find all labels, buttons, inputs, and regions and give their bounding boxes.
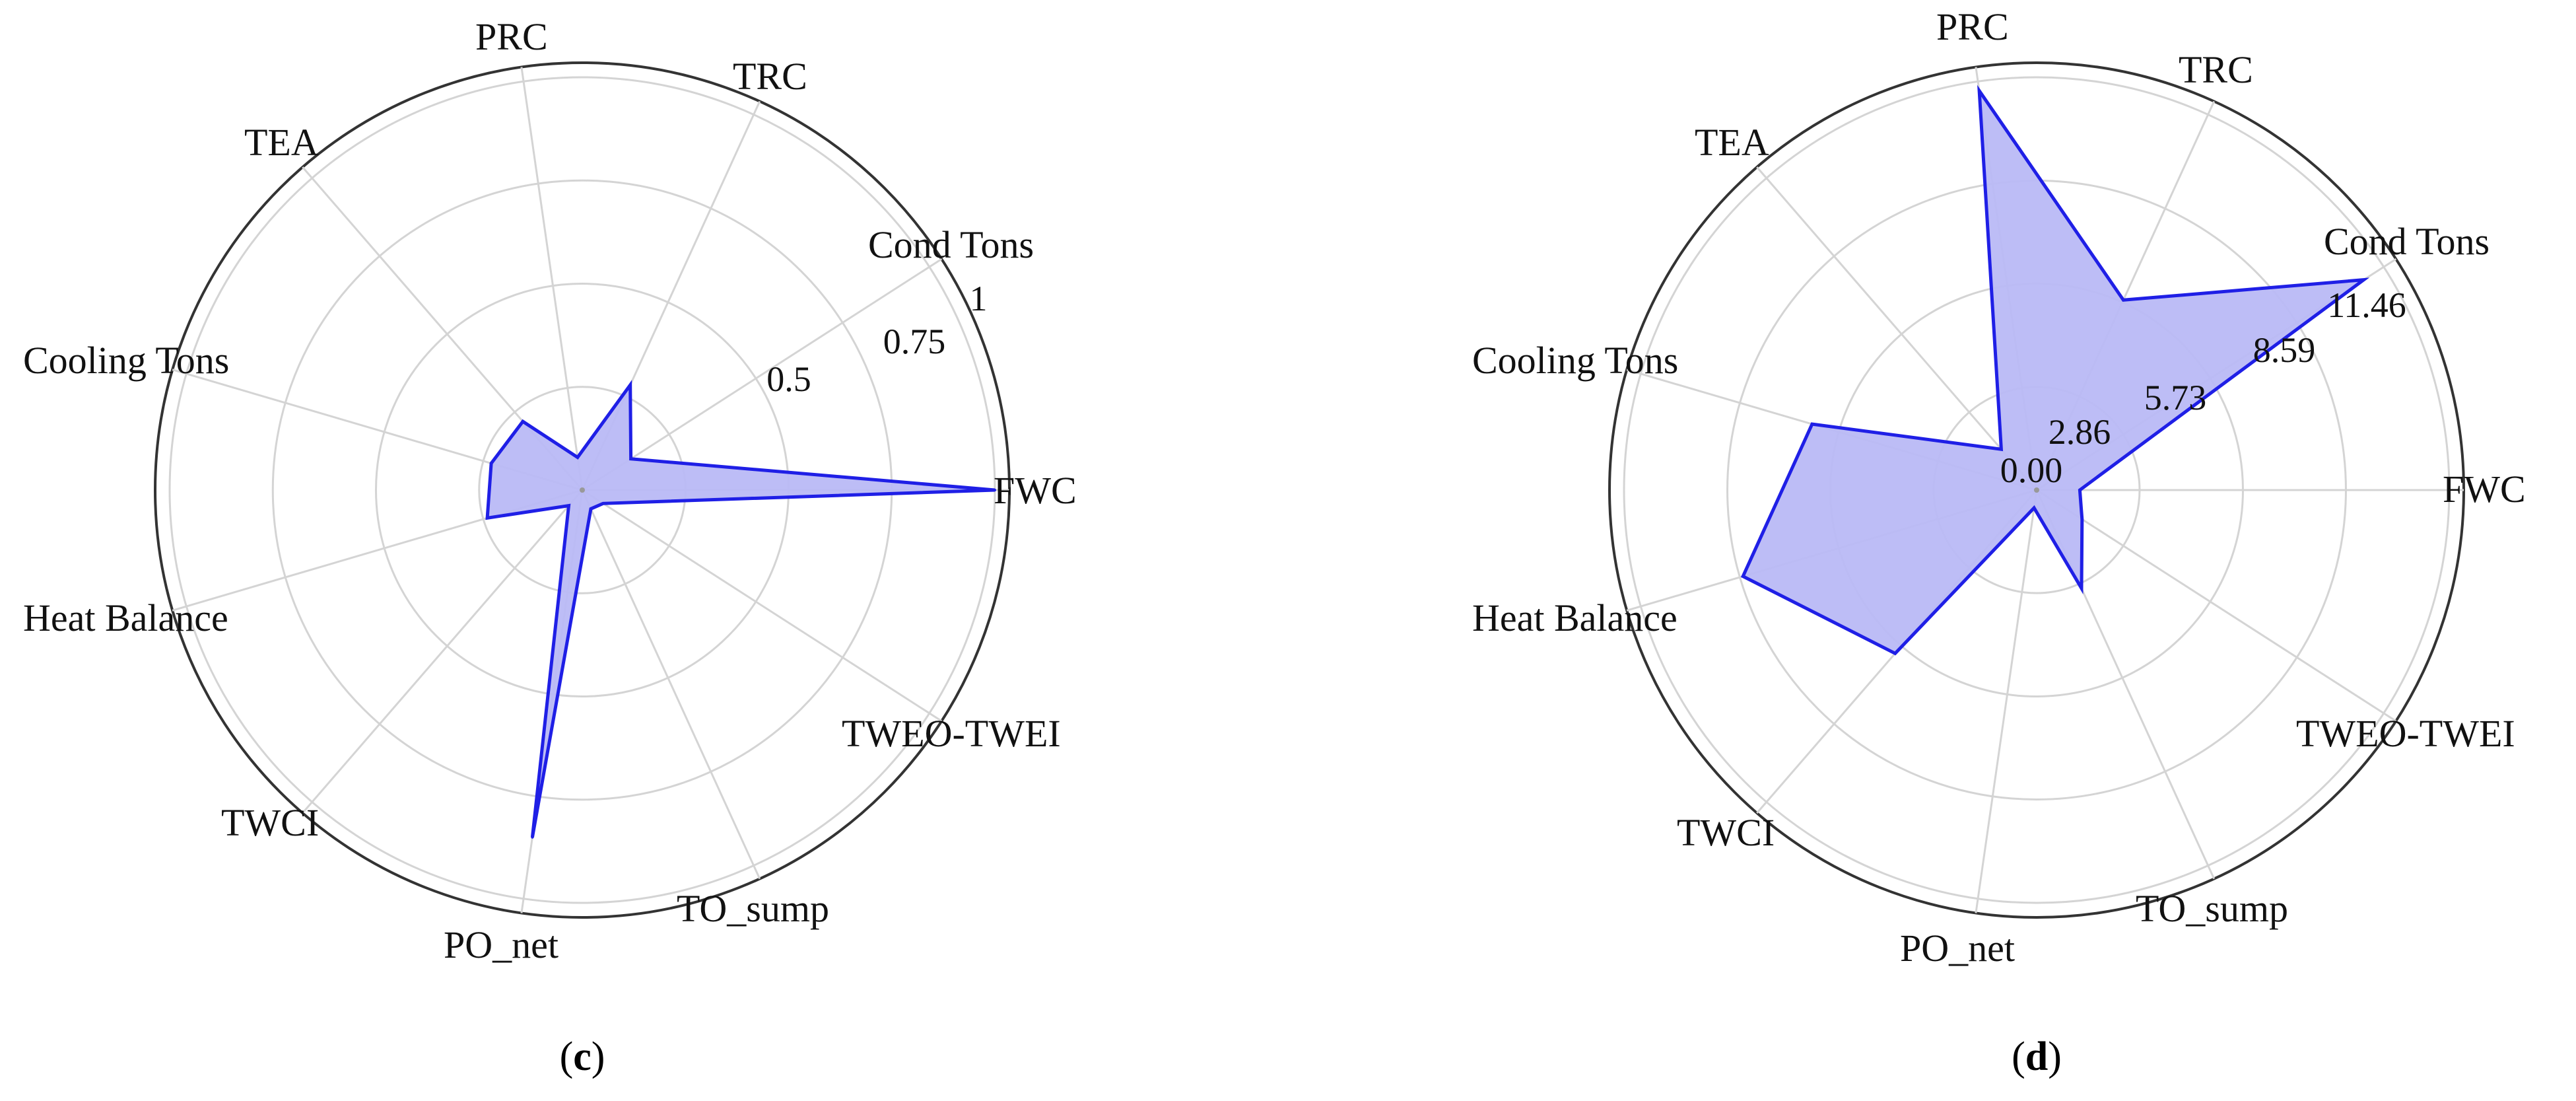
spoke-tweo-twei [2036, 489, 2397, 723]
axis-label-tweo-twei: TWEO-TWEI [2296, 712, 2515, 755]
spoke-to-sump [581, 489, 761, 880]
radar-chart-c: 0.5 0.75 1 FWC Cond Tons TRC PRC TEA Cooling Ton… [23, 15, 1077, 1079]
axis-label-prc: PRC [475, 15, 548, 58]
data-point-fwc [2078, 489, 2082, 491]
axis-label-po-net: PO_net [1900, 927, 2015, 970]
axis-label-cooling-tons: Cooling Tons [1472, 339, 1678, 382]
data-point-tea [522, 420, 524, 423]
data-point-twci [567, 504, 570, 507]
data-point-po-net [2033, 507, 2036, 509]
center-point [2034, 487, 2039, 493]
data-point-tweo-twei [2080, 518, 2084, 521]
r-tick-label: 1 [970, 279, 988, 318]
data-point-cooling-tons [490, 462, 493, 465]
axis-label-cond-tons: Cond Tons [868, 223, 1034, 266]
data-point-fwc [994, 489, 996, 491]
axis-label-heat-balance: Heat Balance [23, 596, 228, 639]
r-tick-label: 11.46 [2327, 285, 2406, 325]
radar-chart-d: 0.002.86 5.73 8.59 11.46 FWC Cond Tons TRC PRC T… [1472, 5, 2526, 1079]
r-tick-label: 0.5 [766, 359, 811, 399]
data-point-tweo-twei [601, 502, 605, 505]
r-tick-label: 5.73 [2144, 378, 2207, 417]
center-point [580, 487, 585, 493]
data-point-po-net [531, 835, 534, 839]
axis-label-cond-tons: Cond Tons [2324, 220, 2490, 263]
r-tick-label: 0.75 [883, 322, 946, 361]
axis-label-po-net: PO_net [444, 923, 559, 966]
axis-label-twci: TWCI [1677, 811, 1775, 854]
series-area [1740, 85, 2370, 656]
axis-label-fwc: FWC [994, 469, 1077, 512]
data-point-heat-balance [486, 516, 489, 520]
data-point-heat-balance [1742, 575, 1745, 578]
data-point-trc [2122, 299, 2125, 302]
axis-label-heat-balance: Heat Balance [1472, 596, 1678, 639]
spoke-tweo-twei [582, 489, 943, 723]
axis-label-to-sump: TO_sump [677, 887, 829, 930]
data-point-to-sump [590, 507, 592, 511]
axis-label-prc: PRC [1936, 5, 2009, 48]
panel-label: (c) [560, 1034, 605, 1079]
data-point-prc [1978, 89, 1981, 92]
r-tick-label: 2.86 [2049, 412, 2111, 452]
axis-label-trc: TRC [2179, 48, 2253, 91]
axis-label-fwc: FWC [2443, 468, 2526, 511]
data-point-cooling-tons [1810, 423, 1813, 426]
data-point-twci [1893, 652, 1897, 655]
r-tick-label: 8.59 [2253, 330, 2316, 370]
spoke-prc [520, 67, 584, 491]
data-point-tea [2000, 448, 2003, 451]
data-point-to-sump [2080, 586, 2083, 590]
data-point-trc [628, 383, 632, 386]
data-point-cond-tons [2362, 278, 2365, 281]
axis-label-cooling-tons: Cooling Tons [23, 339, 229, 382]
axis-label-twci: TWCI [221, 801, 319, 844]
panel-label: (d) [2012, 1034, 2062, 1079]
axis-label-to-sump: TO_sump [2136, 887, 2288, 930]
spoke-po-net [1975, 489, 2038, 913]
series-area [485, 380, 996, 838]
data-point-prc [576, 456, 579, 459]
spoke-twci [302, 489, 584, 814]
r-tick-label: 0.00 [2000, 450, 2063, 490]
spoke-tea [1756, 166, 2038, 491]
axis-label-tea: TEA [1695, 121, 1769, 164]
axis-label-trc: TRC [733, 55, 807, 98]
spoke-cond-tons [582, 258, 943, 491]
data-point-cond-tons [629, 457, 632, 460]
axis-label-tea: TEA [244, 121, 319, 164]
axis-label-tweo-twei: TWEO-TWEI [842, 712, 1061, 755]
